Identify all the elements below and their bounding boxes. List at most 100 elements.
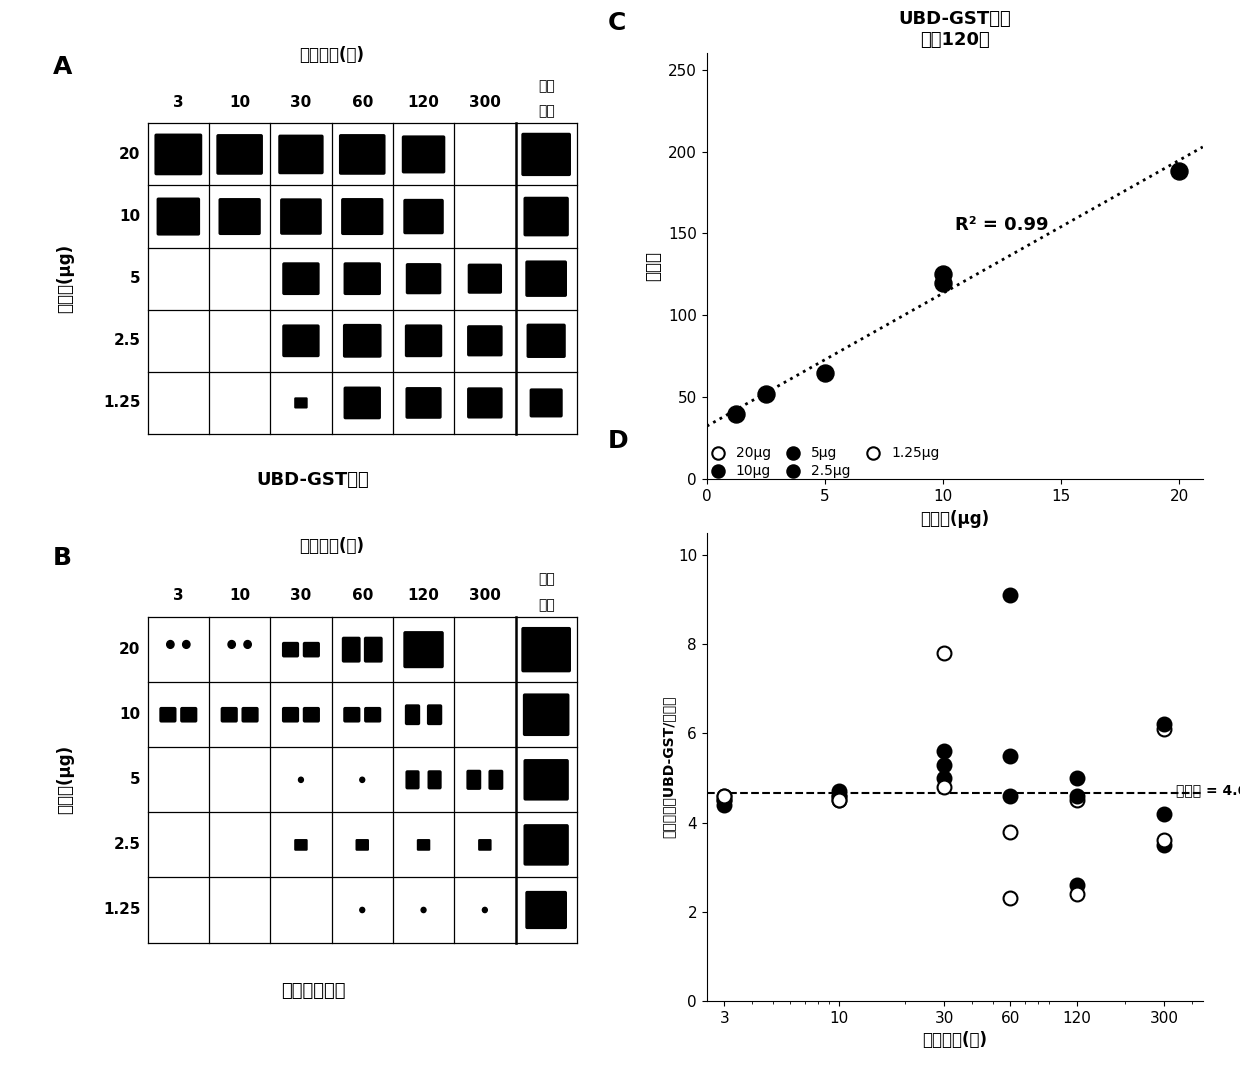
Text: 30: 30 xyxy=(290,588,311,603)
Point xyxy=(1154,716,1174,733)
FancyBboxPatch shape xyxy=(523,824,569,866)
Text: 5: 5 xyxy=(130,772,140,787)
FancyBboxPatch shape xyxy=(403,632,444,668)
FancyBboxPatch shape xyxy=(281,707,299,722)
Text: 曝光时间(秒): 曝光时间(秒) xyxy=(299,47,365,64)
Point xyxy=(1066,791,1086,808)
FancyBboxPatch shape xyxy=(283,325,320,357)
Text: 5: 5 xyxy=(130,272,140,286)
FancyBboxPatch shape xyxy=(343,387,381,420)
Text: 1.25: 1.25 xyxy=(103,902,140,917)
Point xyxy=(934,742,954,759)
FancyBboxPatch shape xyxy=(523,197,569,236)
Text: 样品量(μg): 样品量(μg) xyxy=(56,244,74,313)
Point xyxy=(1001,890,1021,907)
Text: 60: 60 xyxy=(352,588,373,603)
Text: 参考: 参考 xyxy=(538,104,554,118)
FancyBboxPatch shape xyxy=(283,262,320,295)
Text: 中位值 = 4.67: 中位值 = 4.67 xyxy=(1176,784,1240,798)
FancyBboxPatch shape xyxy=(405,263,441,294)
FancyBboxPatch shape xyxy=(427,704,443,725)
FancyBboxPatch shape xyxy=(521,133,570,176)
Point xyxy=(830,787,849,804)
Point xyxy=(1169,163,1189,180)
Text: 3: 3 xyxy=(174,588,184,603)
Text: 上样: 上样 xyxy=(538,80,554,94)
FancyBboxPatch shape xyxy=(523,759,569,801)
Text: 2.5: 2.5 xyxy=(113,333,140,348)
Text: 60: 60 xyxy=(352,95,373,110)
Text: UBD-GST显色: UBD-GST显色 xyxy=(257,471,370,489)
FancyBboxPatch shape xyxy=(365,707,381,722)
FancyBboxPatch shape xyxy=(303,707,320,722)
Point xyxy=(1066,876,1086,894)
Text: 20: 20 xyxy=(119,642,140,657)
Text: 1.25: 1.25 xyxy=(103,395,140,410)
FancyBboxPatch shape xyxy=(363,637,383,662)
Point xyxy=(934,769,954,786)
FancyBboxPatch shape xyxy=(466,770,481,790)
FancyBboxPatch shape xyxy=(294,397,308,409)
Circle shape xyxy=(228,640,236,649)
X-axis label: 曝光时间(秒): 曝光时间(秒) xyxy=(923,1031,987,1049)
Point xyxy=(1154,832,1174,849)
Circle shape xyxy=(182,640,190,649)
Text: 10: 10 xyxy=(229,588,250,603)
Circle shape xyxy=(482,907,487,913)
FancyBboxPatch shape xyxy=(404,325,443,357)
FancyBboxPatch shape xyxy=(159,707,176,722)
Text: R² = 0.99: R² = 0.99 xyxy=(955,216,1048,234)
FancyBboxPatch shape xyxy=(341,198,383,235)
Point xyxy=(1001,748,1021,765)
FancyBboxPatch shape xyxy=(405,387,441,419)
FancyBboxPatch shape xyxy=(180,707,197,722)
FancyBboxPatch shape xyxy=(218,198,260,235)
FancyBboxPatch shape xyxy=(479,839,491,851)
Text: 2.5: 2.5 xyxy=(113,837,140,852)
FancyBboxPatch shape xyxy=(343,262,381,295)
FancyBboxPatch shape xyxy=(343,324,382,358)
Point xyxy=(934,644,954,661)
FancyBboxPatch shape xyxy=(526,891,567,929)
Text: 30: 30 xyxy=(290,95,311,110)
FancyBboxPatch shape xyxy=(417,839,430,851)
FancyBboxPatch shape xyxy=(356,839,370,851)
Circle shape xyxy=(166,640,174,649)
FancyBboxPatch shape xyxy=(467,264,502,294)
FancyBboxPatch shape xyxy=(303,642,320,657)
Point xyxy=(1154,805,1174,822)
Text: 3: 3 xyxy=(174,95,184,110)
Text: C: C xyxy=(608,11,626,35)
Text: 120: 120 xyxy=(408,588,439,603)
Point xyxy=(830,791,849,808)
Point xyxy=(1066,885,1086,902)
Y-axis label: 灰度值: 灰度值 xyxy=(645,251,662,281)
FancyBboxPatch shape xyxy=(221,707,238,722)
Point xyxy=(932,266,952,283)
FancyBboxPatch shape xyxy=(342,637,361,662)
Text: 参考: 参考 xyxy=(538,597,554,612)
Text: 10: 10 xyxy=(229,95,250,110)
Text: 样品量(μg): 样品量(μg) xyxy=(56,746,74,815)
FancyBboxPatch shape xyxy=(404,704,420,725)
Text: 曝光时间(秒): 曝光时间(秒) xyxy=(299,537,365,555)
Text: 300: 300 xyxy=(469,95,501,110)
Circle shape xyxy=(422,907,427,913)
FancyBboxPatch shape xyxy=(467,325,502,357)
FancyBboxPatch shape xyxy=(339,134,386,175)
Point xyxy=(1154,836,1174,853)
Text: 泛素抗体显色: 泛素抗体显色 xyxy=(281,982,346,1000)
Point xyxy=(727,405,746,422)
FancyBboxPatch shape xyxy=(489,770,503,790)
Text: 10: 10 xyxy=(119,707,140,722)
FancyBboxPatch shape xyxy=(529,389,563,417)
Point xyxy=(934,756,954,773)
Circle shape xyxy=(244,640,252,649)
FancyBboxPatch shape xyxy=(216,134,263,175)
Text: D: D xyxy=(608,429,629,454)
Text: 120: 120 xyxy=(408,95,439,110)
Text: B: B xyxy=(52,545,72,570)
Point xyxy=(756,386,776,403)
FancyBboxPatch shape xyxy=(294,839,308,851)
Point xyxy=(1001,823,1021,840)
